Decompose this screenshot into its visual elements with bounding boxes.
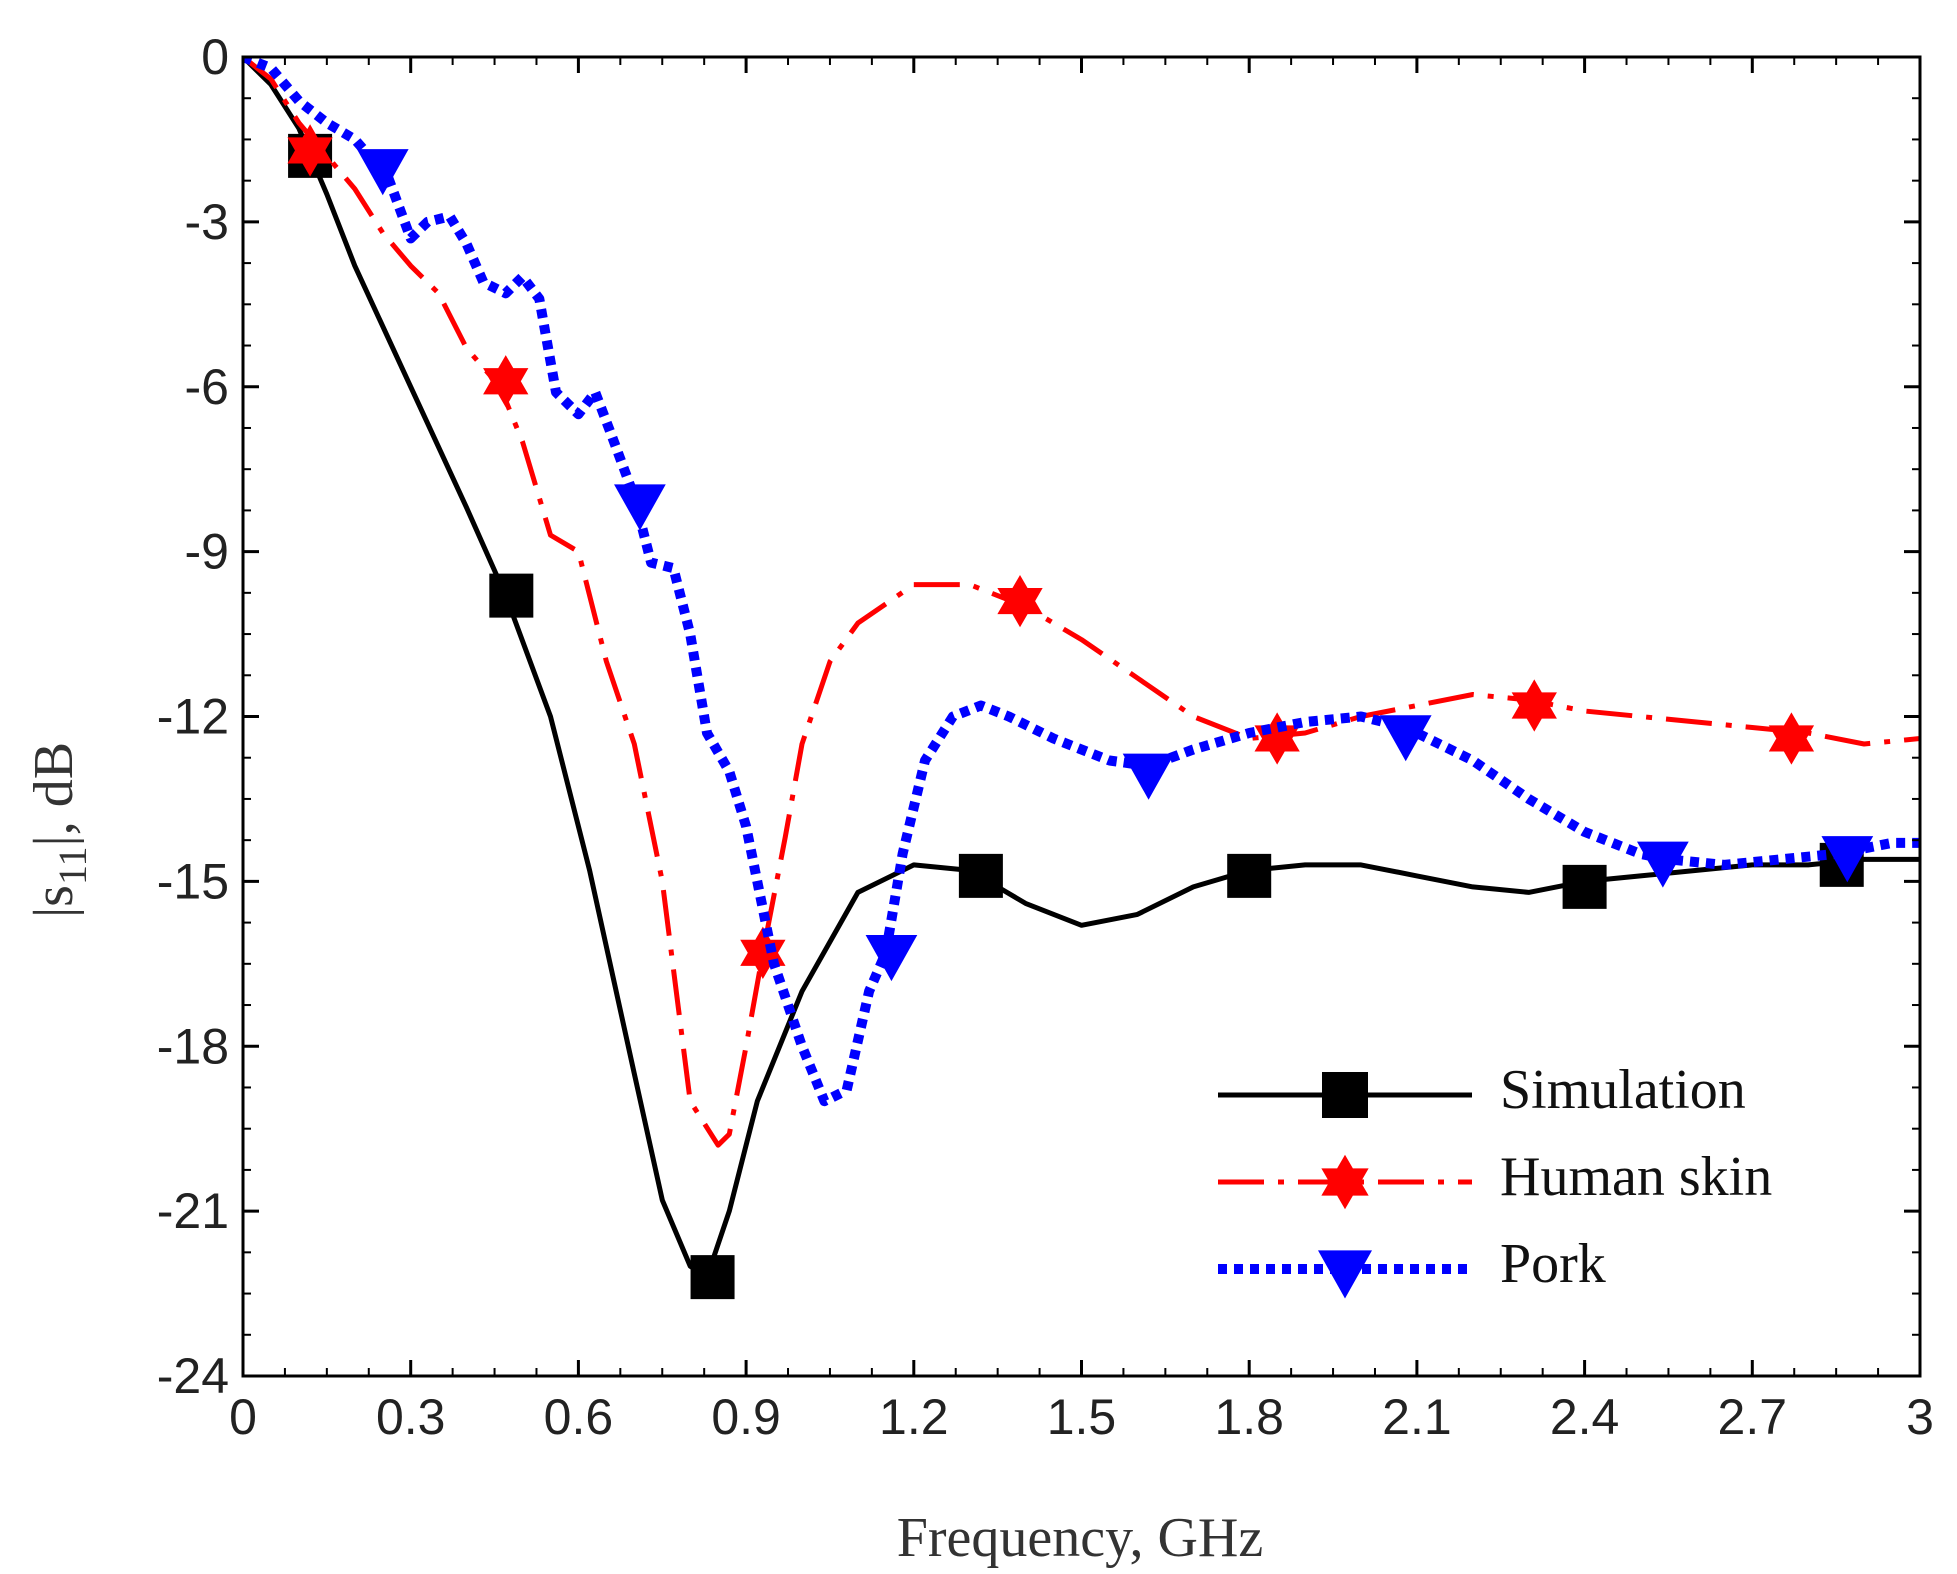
legend-label-pork: Pork: [1500, 1233, 1606, 1295]
y-axis-title-tail: |, dB: [23, 742, 85, 847]
series-human-skin: [243, 57, 1920, 1148]
legend-label-human-skin: Human skin: [1500, 1146, 1772, 1208]
x-axis-title: Frequency, GHz: [897, 1507, 1263, 1569]
y-axis-title-subscript: 11: [50, 847, 95, 886]
x-tick-label: 1.5: [1047, 1389, 1117, 1445]
data-point-simulation: [489, 573, 534, 618]
legend-background: [1210, 1040, 1810, 1310]
y-axis-title-main: |s: [23, 885, 85, 918]
y-tick-label: -24: [157, 1348, 229, 1404]
y-tick-label: -9: [185, 524, 229, 580]
series-line-pork: [243, 57, 1920, 1107]
x-tick-label: 0.3: [376, 1389, 446, 1445]
data-point-pork: [1379, 715, 1432, 762]
legend: Simulation Human skin Pork: [1210, 1040, 1810, 1310]
axes-layer: 0 0.3 0.6 0.9 1.2 1.5 1.8 2.1 2.4 2.7 3 0 -3 -6 -9 -12 -…: [157, 29, 1934, 1445]
x-tick-label: 0.6: [544, 1389, 614, 1445]
data-point-simulation: [1227, 853, 1272, 898]
x-tick-label: 1.2: [879, 1389, 949, 1445]
series-pork: [243, 57, 1920, 1107]
series-layer: [243, 57, 1920, 1300]
legend-marker-simulation: [1322, 1072, 1368, 1118]
data-point-simulation: [958, 853, 1003, 898]
data-point-human-skin: [287, 124, 333, 177]
series-simulation: [243, 57, 1920, 1300]
y-tick-label: 0: [201, 29, 229, 85]
x-tick-label: 2.4: [1550, 1389, 1620, 1445]
y-axis-title: |s11|, dB: [23, 742, 95, 918]
data-point-pork: [614, 484, 666, 531]
legend-marker-human-skin: [1321, 1154, 1369, 1210]
data-point-human-skin: [483, 355, 529, 408]
data-point-pork: [1637, 841, 1689, 888]
x-tick-label: 0.9: [711, 1389, 781, 1445]
x-tick-label: 1.8: [1214, 1389, 1284, 1445]
data-point-simulation: [1562, 864, 1607, 909]
y-tick-label: -6: [185, 359, 229, 415]
y-tick-label: -12: [157, 689, 229, 745]
data-point-pork: [356, 149, 409, 196]
y-tick-label: -21: [157, 1183, 229, 1239]
y-tick-label: -15: [157, 853, 229, 909]
legend-marker-pork: [1317, 1250, 1373, 1299]
x-tick-label: 3: [1906, 1389, 1934, 1445]
x-tick-label: 2.7: [1718, 1389, 1788, 1445]
data-point-human-skin: [1768, 712, 1815, 765]
x-tick-label: 2.1: [1382, 1389, 1452, 1445]
data-point-human-skin: [997, 574, 1043, 628]
y-tick-label: -18: [157, 1018, 229, 1074]
data-point-pork: [1821, 836, 1874, 883]
x-tick-label: 0: [229, 1389, 257, 1445]
legend-label-simulation: Simulation: [1500, 1059, 1746, 1121]
data-point-human-skin: [1511, 679, 1557, 732]
data-point-simulation: [690, 1255, 735, 1300]
y-tick-label: -3: [185, 194, 229, 250]
data-point-pork: [865, 935, 918, 982]
data-point-pork: [1122, 753, 1175, 800]
